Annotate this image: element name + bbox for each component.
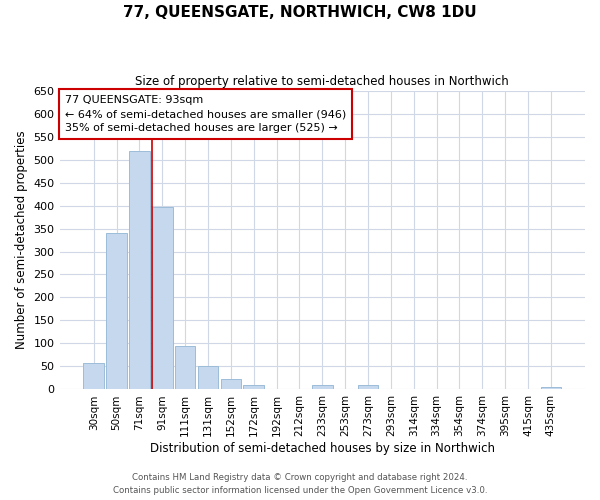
Bar bbox=[358, 386, 378, 390]
Bar bbox=[312, 386, 332, 390]
X-axis label: Distribution of semi-detached houses by size in Northwich: Distribution of semi-detached houses by … bbox=[150, 442, 495, 455]
Y-axis label: Number of semi-detached properties: Number of semi-detached properties bbox=[15, 130, 28, 350]
Bar bbox=[83, 363, 104, 390]
Bar bbox=[541, 387, 561, 390]
Text: 77, QUEENSGATE, NORTHWICH, CW8 1DU: 77, QUEENSGATE, NORTHWICH, CW8 1DU bbox=[123, 5, 477, 20]
Bar bbox=[244, 385, 264, 390]
Title: Size of property relative to semi-detached houses in Northwich: Size of property relative to semi-detach… bbox=[136, 75, 509, 88]
Bar bbox=[221, 380, 241, 390]
Bar bbox=[198, 366, 218, 390]
Text: 77 QUEENSGATE: 93sqm
← 64% of semi-detached houses are smaller (946)
35% of semi: 77 QUEENSGATE: 93sqm ← 64% of semi-detac… bbox=[65, 95, 346, 133]
Bar bbox=[129, 151, 150, 390]
Bar bbox=[106, 233, 127, 390]
Bar bbox=[152, 207, 173, 390]
Text: Contains HM Land Registry data © Crown copyright and database right 2024.
Contai: Contains HM Land Registry data © Crown c… bbox=[113, 473, 487, 495]
Bar bbox=[175, 346, 196, 390]
